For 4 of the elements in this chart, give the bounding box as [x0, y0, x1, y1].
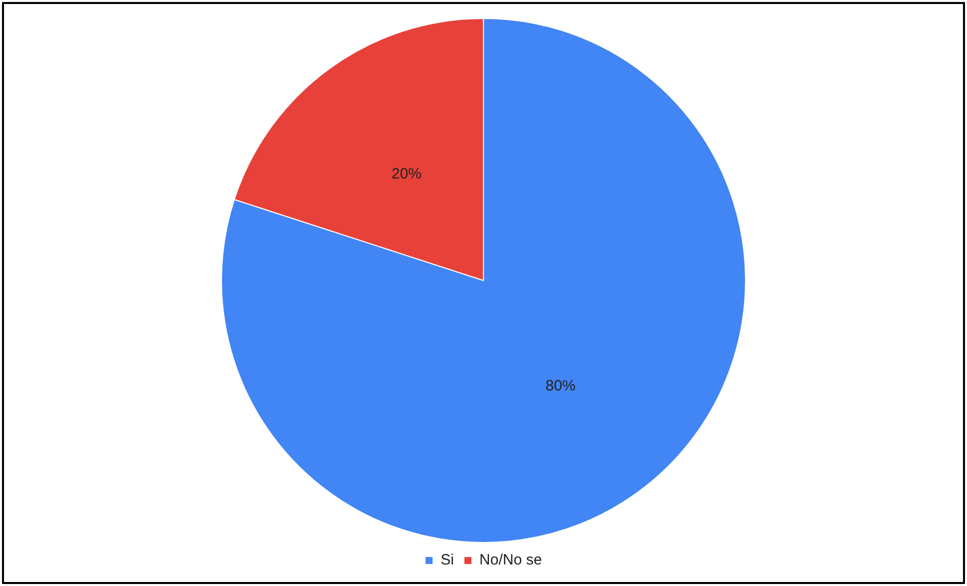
data-label: 20%: [391, 166, 422, 183]
data-label: 80%: [545, 378, 576, 395]
legend-label: Si: [440, 552, 454, 569]
legend-label: No/No se: [479, 552, 542, 569]
